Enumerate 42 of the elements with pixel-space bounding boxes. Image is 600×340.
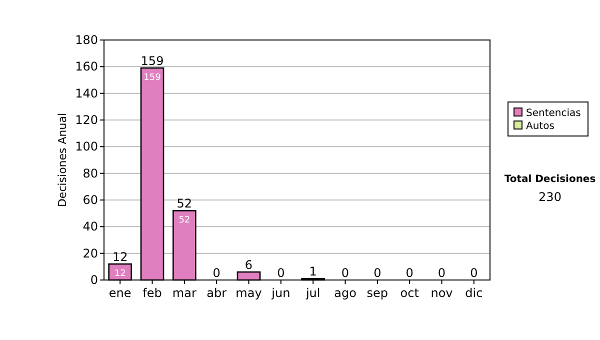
- total-label: 0: [470, 266, 478, 280]
- y-tick-label: 100: [75, 140, 98, 154]
- y-tick-label: 160: [75, 60, 98, 74]
- total-label: 0: [374, 266, 382, 280]
- x-tick-label: ago: [334, 286, 356, 300]
- total-label: 0: [212, 266, 220, 280]
- x-tick-label: jun: [270, 286, 290, 300]
- total-label: 0: [406, 266, 414, 280]
- total-label: 0: [277, 266, 285, 280]
- y-tick-label: 180: [75, 33, 98, 47]
- total-label: 1: [309, 264, 317, 279]
- total-label: 0: [438, 266, 446, 280]
- x-tick-label: jul: [304, 286, 320, 300]
- text: 230: [538, 190, 562, 204]
- x-tick-label: dic: [465, 286, 483, 300]
- x-tick-label: mar: [172, 286, 196, 300]
- y-tick-label: 80: [82, 166, 98, 180]
- data-label: 159: [144, 73, 162, 83]
- x-tick-label: oct: [400, 286, 420, 300]
- x-tick-label: abr: [206, 286, 227, 300]
- total-label: 6: [244, 258, 253, 272]
- y-tick-label: 140: [75, 86, 98, 100]
- y-tick-label: 20: [82, 246, 98, 260]
- text: Total Decisiones: [504, 174, 596, 185]
- y-axis-title: Decisiones Anual: [56, 112, 69, 208]
- data-label: 12: [114, 269, 126, 279]
- x-tick-label: may: [236, 286, 262, 300]
- y-tick-label: 120: [75, 113, 98, 127]
- legend-label: Autos: [526, 121, 554, 132]
- total-label: 52: [176, 196, 192, 211]
- y-tick-label: 0: [90, 273, 98, 287]
- x-tick-label: feb: [142, 286, 162, 300]
- total-label: 0: [341, 266, 350, 280]
- y-tick-label: 40: [82, 220, 98, 234]
- legend-label: Sentencias: [526, 108, 581, 119]
- x-tick-label: ene: [108, 286, 132, 300]
- data-label: 52: [178, 216, 190, 226]
- total-label: 12: [112, 250, 128, 264]
- y-tick-label: 60: [82, 193, 98, 207]
- x-tick-label: nov: [430, 286, 453, 300]
- total-label: 159: [140, 54, 164, 68]
- x-tick-label: sep: [366, 286, 388, 300]
